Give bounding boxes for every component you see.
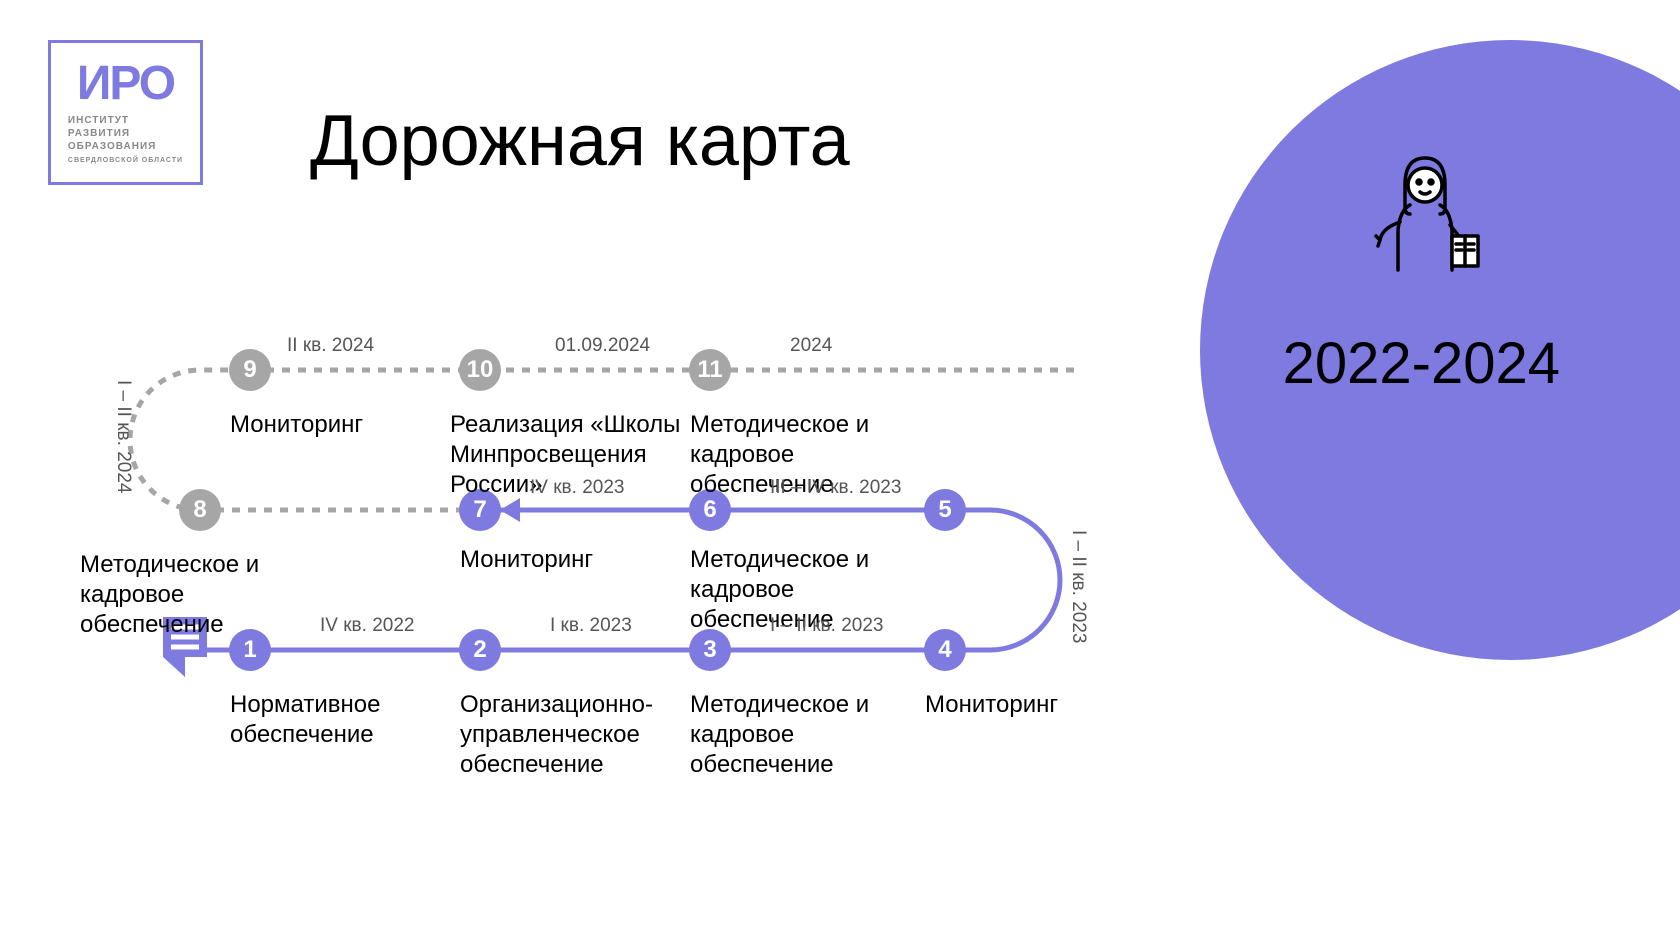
play-icon (1156, 350, 1190, 390)
node-2-date: I кв. 2023 (550, 615, 632, 637)
curve-right-date: I – II кв. 2023 (1067, 530, 1089, 643)
node-8-label: Методическое и кадровое обеспечение (80, 550, 259, 640)
node-6-date: III – IV кв. 2023 (770, 477, 901, 499)
node-11-date: 2024 (790, 335, 832, 357)
roadmap-node-11: 11 (689, 349, 731, 391)
roadmap-node-4: 4 (924, 629, 966, 671)
roadmap-node-3: 3 (689, 629, 731, 671)
node-2-label: Организационно- управленческое обеспечен… (460, 690, 653, 780)
year-range: 2022-2024 (1283, 330, 1560, 397)
node-3-date: I – II кв. 2023 (770, 615, 883, 637)
node-4-label: Мониторинг (925, 690, 1058, 720)
node-9-label: Мониторинг (230, 410, 363, 440)
arrow-left-icon (500, 498, 520, 522)
node-1-date: IV кв. 2022 (320, 615, 414, 637)
node-1-label: Нормативное обеспечение (230, 690, 380, 750)
node-3-label: Методическое и кадровое обеспечение (690, 690, 869, 780)
roadmap-node-9: 9 (229, 349, 271, 391)
node-9-date: II кв. 2024 (287, 335, 374, 357)
node-7-label: Мониторинг (460, 545, 593, 575)
curve-left-date: I – II кв. 2024 (112, 380, 134, 493)
roadmap-node-8: 8 (179, 489, 221, 531)
node-10-date: 01.09.2024 (555, 335, 650, 357)
node-7-date: IV кв. 2023 (530, 477, 624, 499)
roadmap-node-2: 2 (459, 629, 501, 671)
teacher-icon (1370, 150, 1480, 290)
roadmap-node-10: 10 (459, 349, 501, 391)
roadmap-node-5: 5 (924, 489, 966, 531)
